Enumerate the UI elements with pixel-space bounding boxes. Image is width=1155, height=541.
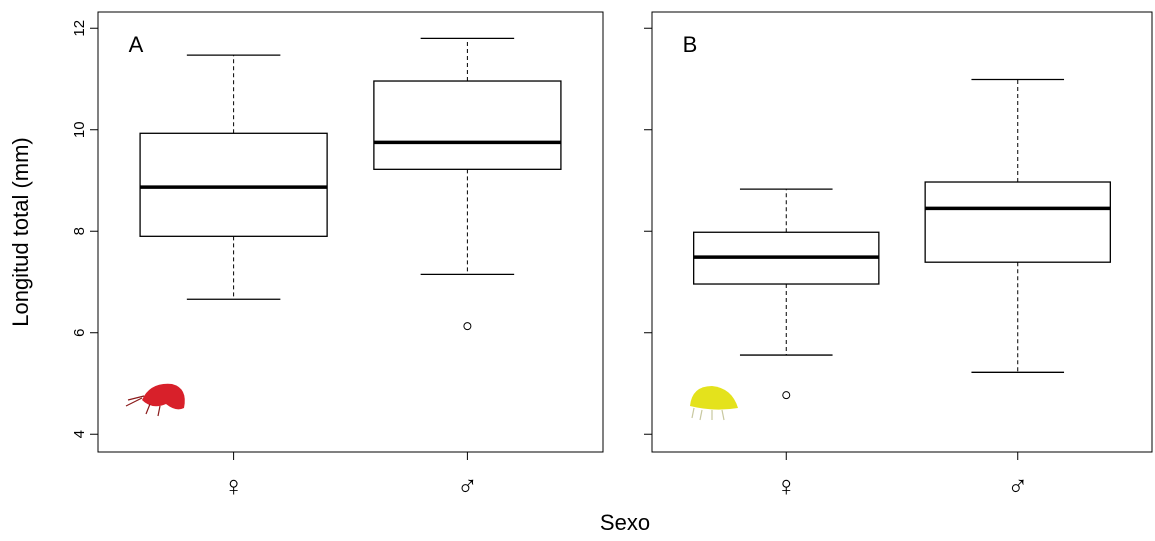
- y-tick-label: 6: [71, 329, 88, 337]
- outlier: [782, 391, 791, 400]
- box: [139, 132, 328, 237]
- icon-red-amphipod: [125, 383, 185, 417]
- x-tick-label: ♀: [223, 470, 244, 501]
- outlier: [463, 322, 472, 331]
- plot-frame: [97, 11, 604, 453]
- x-tick-label: ♀: [776, 470, 797, 501]
- y-tick-label: 4: [71, 430, 88, 438]
- plot-frame: [651, 11, 1153, 453]
- x-tick-label: ♂: [457, 470, 478, 501]
- panel-label: A: [129, 32, 144, 57]
- box: [373, 80, 562, 170]
- y-tick-label: 10: [71, 121, 88, 138]
- box: [924, 181, 1111, 263]
- icon-yellow-amphipod: [690, 386, 738, 421]
- x-tick-label: ♂: [1007, 470, 1028, 501]
- panel-label: B: [683, 32, 698, 57]
- x-axis-label: Sexo: [600, 510, 650, 535]
- y-tick-label: 12: [71, 20, 88, 37]
- y-tick-label: 8: [71, 227, 88, 235]
- y-axis-label: Longitud total (mm): [8, 137, 33, 327]
